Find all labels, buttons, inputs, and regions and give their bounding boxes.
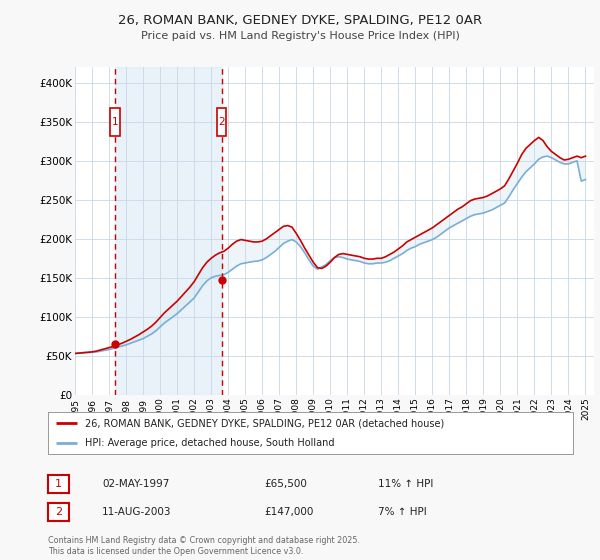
- Bar: [115, 67, 221, 395]
- Text: 11% ↑ HPI: 11% ↑ HPI: [378, 479, 433, 489]
- Text: HPI: Average price, detached house, South Holland: HPI: Average price, detached house, Sout…: [85, 438, 334, 448]
- Text: 02-MAY-1997: 02-MAY-1997: [102, 479, 169, 489]
- Text: 26, ROMAN BANK, GEDNEY DYKE, SPALDING, PE12 0AR (detached house): 26, ROMAN BANK, GEDNEY DYKE, SPALDING, P…: [85, 418, 444, 428]
- Text: 1: 1: [55, 479, 62, 489]
- Text: 1: 1: [112, 117, 118, 127]
- Bar: [217, 108, 226, 136]
- Text: Price paid vs. HM Land Registry's House Price Index (HPI): Price paid vs. HM Land Registry's House …: [140, 31, 460, 41]
- Text: 11-AUG-2003: 11-AUG-2003: [102, 507, 172, 517]
- Text: 2: 2: [55, 507, 62, 517]
- Bar: [110, 108, 119, 136]
- Text: £65,500: £65,500: [264, 479, 307, 489]
- Text: £147,000: £147,000: [264, 507, 313, 517]
- Text: Contains HM Land Registry data © Crown copyright and database right 2025.
This d: Contains HM Land Registry data © Crown c…: [48, 536, 360, 556]
- Text: 26, ROMAN BANK, GEDNEY DYKE, SPALDING, PE12 0AR: 26, ROMAN BANK, GEDNEY DYKE, SPALDING, P…: [118, 14, 482, 27]
- Text: 2: 2: [218, 117, 225, 127]
- Text: 7% ↑ HPI: 7% ↑ HPI: [378, 507, 427, 517]
